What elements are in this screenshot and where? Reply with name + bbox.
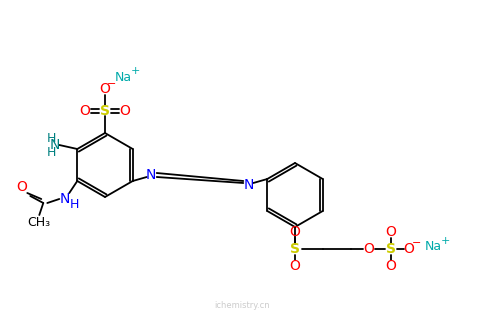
Text: +: + [130, 66, 140, 76]
Text: H: H [46, 131, 56, 144]
Text: O: O [386, 225, 396, 239]
Text: S: S [290, 242, 300, 256]
Text: N: N [244, 178, 255, 192]
Text: N: N [60, 192, 71, 206]
Text: N: N [146, 168, 156, 182]
Text: ichemistry.cn: ichemistry.cn [214, 300, 270, 309]
Text: O: O [79, 104, 91, 118]
Text: H: H [70, 197, 79, 211]
Text: S: S [100, 104, 110, 118]
Text: O: O [289, 225, 301, 239]
Text: N: N [50, 138, 60, 152]
Text: −: − [412, 238, 422, 248]
Text: O: O [120, 104, 130, 118]
Text: S: S [386, 242, 396, 256]
Text: Na: Na [424, 241, 441, 254]
Text: O: O [289, 259, 301, 273]
Text: +: + [440, 236, 450, 246]
Text: O: O [404, 242, 414, 256]
Text: CH₃: CH₃ [28, 216, 51, 230]
Text: −: − [107, 79, 117, 89]
Text: O: O [386, 259, 396, 273]
Text: O: O [16, 180, 27, 194]
Text: O: O [363, 242, 375, 256]
Text: O: O [100, 82, 110, 96]
Text: Na: Na [114, 70, 132, 84]
Text: H: H [46, 145, 56, 159]
